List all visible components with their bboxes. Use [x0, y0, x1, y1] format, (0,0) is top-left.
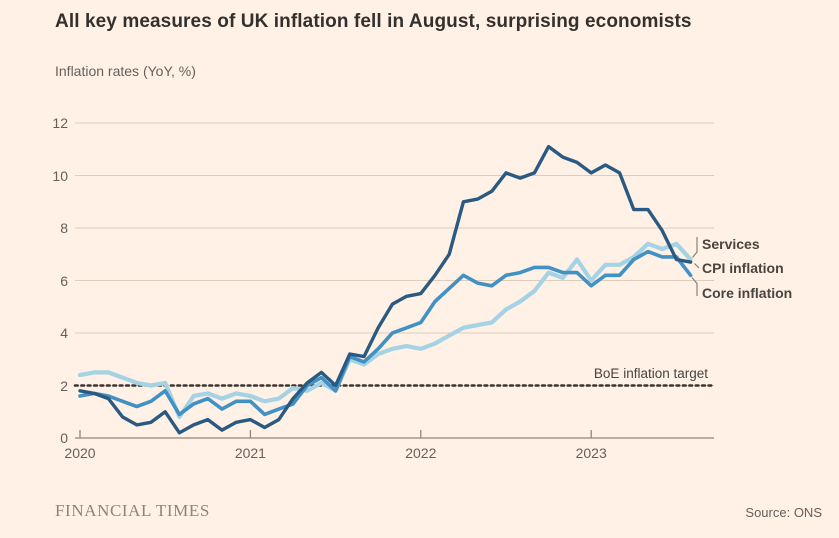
- chart-title: All key measures of UK inflation fell in…: [55, 11, 692, 32]
- connector-core: [691, 277, 698, 296]
- series-line-cpi-inflation: [78, 144, 693, 435]
- y-axis-label: 4: [60, 325, 68, 341]
- y-axis-label: 10: [52, 167, 68, 184]
- x-axis-label: 2023: [575, 445, 607, 461]
- chart-subtitle: Inflation rates (YoY, %): [55, 63, 196, 79]
- y-axis-label: 0: [60, 430, 68, 446]
- y-axis-label: 12: [52, 115, 68, 131]
- series-line-core-inflation: [78, 249, 693, 417]
- ft-logo-text: FINANCIAL TIMES: [55, 501, 210, 520]
- y-axis-label: 6: [60, 272, 68, 289]
- series-label-services: Services: [702, 236, 760, 252]
- source-attribution: Source: ONS: [745, 505, 822, 520]
- series-label-core-inflation: Core inflation: [702, 284, 793, 301]
- connector-cpi: [694, 263, 700, 269]
- boe-target-label: BoE inflation target: [593, 366, 708, 381]
- y-axis-label: 8: [60, 220, 68, 236]
- x-axis-label: 2022: [405, 445, 437, 461]
- y-axis-label: 2: [60, 378, 68, 394]
- x-axis-label: 2021: [234, 445, 266, 461]
- connector-services: [692, 237, 698, 258]
- series-line-services: [77, 241, 693, 420]
- series-label-cpi-inflation: CPI inflation: [702, 260, 784, 276]
- x-axis-label: 2020: [64, 445, 96, 461]
